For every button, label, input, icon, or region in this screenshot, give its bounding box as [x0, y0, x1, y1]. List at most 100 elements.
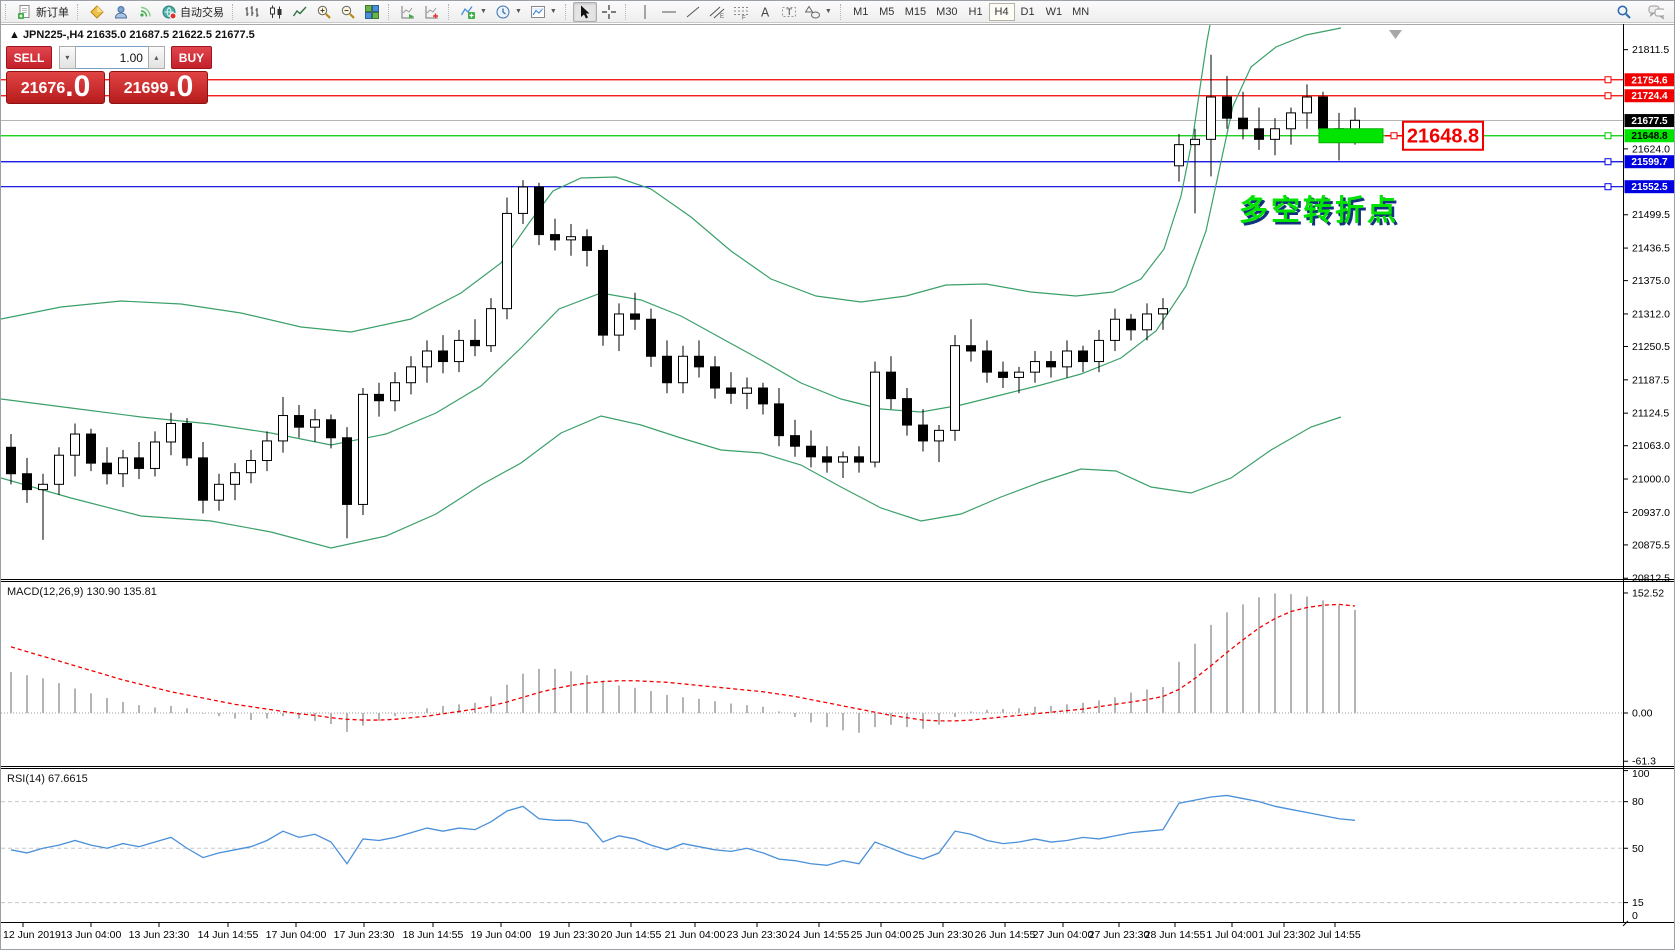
candle — [438, 350, 448, 363]
candle-chart-button[interactable] — [264, 2, 288, 22]
fibonacci-button[interactable]: F — [729, 2, 753, 22]
time-axis[interactable]: 12 Jun 2019 13 Jun 04:00 13 Jun 23:30 14 Ju… — [3, 923, 1361, 941]
candle — [934, 429, 944, 442]
search-button[interactable] — [1612, 2, 1636, 22]
sell-button[interactable]: SELL — [6, 46, 52, 69]
price-axis[interactable]: 21811.5 21624.0 21499.5 21436.5 21375.0 21312… — [1622, 44, 1675, 927]
candle — [998, 371, 1008, 378]
volume-input[interactable] — [75, 46, 148, 69]
vline-button[interactable] — [633, 2, 657, 22]
macd-signal-line — [10, 603, 1356, 722]
sell-price-tile[interactable]: 21676.0 — [6, 71, 105, 104]
svg-text:20937.0: 20937.0 — [1632, 507, 1670, 519]
svg-text:E: E — [720, 14, 724, 20]
bar-chart-button[interactable] — [240, 2, 264, 22]
candle — [230, 472, 240, 485]
volume-decrease-button[interactable]: ▾ — [58, 46, 76, 69]
candle — [534, 186, 544, 236]
price-tag — [1624, 114, 1674, 128]
candle — [502, 212, 512, 310]
candle — [262, 440, 272, 462]
profiles-button[interactable] — [109, 2, 133, 22]
candle — [278, 415, 288, 442]
chat-button[interactable] — [1644, 2, 1668, 22]
svg-text:21499.5: 21499.5 — [1632, 209, 1670, 221]
candle — [1222, 96, 1232, 119]
candle — [1270, 128, 1280, 140]
channel-button[interactable]: E — [705, 2, 729, 22]
candle — [1158, 308, 1168, 315]
tile-windows-icon — [364, 4, 380, 20]
candle — [118, 457, 128, 475]
candle — [1110, 318, 1120, 341]
cursor-button[interactable] — [572, 1, 597, 22]
text-label-button[interactable]: T — [777, 2, 801, 22]
shapes-button[interactable]: ▼ — [801, 2, 836, 22]
timeframe-d1-button[interactable]: D1 — [1020, 5, 1035, 18]
candle — [678, 355, 688, 384]
trade-panel: SELL ▾ ▴ BUY 21676.0 21699.0 — [6, 46, 212, 104]
line-chart-button[interactable] — [288, 2, 312, 22]
indicators-button[interactable]: ▼ — [456, 2, 491, 22]
chevron-down-icon[interactable]: ▼ — [480, 8, 487, 15]
timeframe-m5-button[interactable]: M5 — [879, 5, 895, 18]
candle — [1094, 339, 1104, 363]
candle — [1254, 128, 1264, 140]
price-tag — [1624, 155, 1674, 169]
svg-text:21648.8: 21648.8 — [1407, 126, 1479, 148]
timeframe-mn-button[interactable]: MN — [1072, 5, 1090, 18]
candle — [294, 415, 304, 428]
level-handle — [1604, 76, 1612, 84]
candle — [838, 456, 848, 463]
bar-chart-icon — [244, 4, 260, 20]
timeframe-h1-button[interactable]: H1 — [968, 5, 983, 18]
timeframe-m1-button[interactable]: M1 — [853, 5, 869, 18]
signals-button[interactable] — [133, 2, 157, 22]
candle — [422, 350, 432, 368]
periods-button[interactable]: ▼ — [491, 2, 526, 22]
candle — [646, 318, 656, 357]
svg-text:21724.4: 21724.4 — [1631, 91, 1668, 102]
candle — [214, 483, 224, 501]
auto-scroll-button[interactable] — [396, 2, 420, 22]
candle — [886, 371, 896, 400]
candle — [342, 437, 352, 505]
crosshair-icon — [601, 4, 617, 20]
chevron-down-icon[interactable]: ▼ — [549, 8, 557, 15]
timeframe-m30-button[interactable]: M30 — [936, 5, 958, 18]
tile-windows-button[interactable] — [360, 2, 384, 22]
buy-button[interactable]: BUY — [170, 46, 212, 69]
candle — [790, 435, 800, 447]
zoom-in-button[interactable] — [312, 2, 336, 22]
rsi-line — [10, 794, 1356, 866]
svg-text:21312.0: 21312.0 — [1632, 308, 1670, 320]
autotrading-button[interactable]: 自动交易 — [157, 2, 228, 22]
text-button[interactable]: A — [753, 2, 777, 22]
volume-increase-button[interactable]: ▴ — [147, 46, 165, 69]
timeframe-m15-button[interactable]: M15 — [904, 5, 927, 18]
templates-button[interactable]: ▼ — [526, 2, 561, 22]
new-order-button[interactable]: 新订单 — [13, 2, 73, 22]
market-watch-button[interactable] — [85, 2, 109, 22]
timeframe-w1-button[interactable]: W1 — [1045, 5, 1063, 18]
crosshair-button[interactable] — [597, 2, 621, 22]
chevron-down-icon[interactable]: ▼ — [824, 8, 832, 15]
chart-shift-button[interactable] — [420, 2, 444, 22]
svg-text:20 Jun 14:55: 20 Jun 14:55 — [601, 929, 662, 941]
level-handle — [1604, 183, 1612, 191]
buy-price-tile[interactable]: 21699.0 — [109, 71, 208, 104]
trendline-button[interactable] — [681, 2, 705, 22]
zoom-out-button[interactable] — [336, 2, 360, 22]
svg-text:A: A — [761, 5, 770, 19]
hline-button[interactable] — [657, 2, 681, 22]
pivot-highlight-zone[interactable] — [1318, 128, 1384, 144]
candle — [1318, 96, 1328, 130]
candle — [822, 456, 832, 463]
price-callout[interactable]: 21648.8 — [1385, 120, 1484, 151]
timeframe-h4-button[interactable]: H4 — [988, 2, 1015, 21]
svg-text:17 Jun 23:30: 17 Jun 23:30 — [334, 929, 395, 941]
toolbar-group-handle — [5, 3, 10, 20]
chevron-down-icon[interactable]: ▼ — [514, 8, 522, 15]
